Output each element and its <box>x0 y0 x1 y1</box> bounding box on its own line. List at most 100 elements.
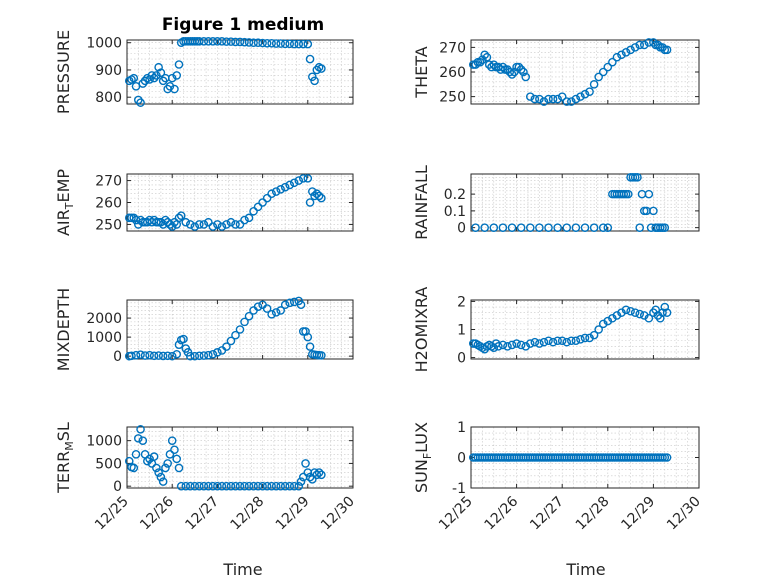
data-point <box>280 39 290 49</box>
data-point <box>589 80 599 89</box>
data-point <box>217 222 227 231</box>
data-point <box>240 215 249 225</box>
data-point <box>271 39 281 48</box>
data-point <box>208 37 218 46</box>
data-point <box>598 223 608 232</box>
data-point <box>303 174 313 183</box>
x-tick-label: 12/27 <box>527 494 567 534</box>
data-point <box>222 342 231 351</box>
data-point <box>519 67 528 77</box>
data-point <box>478 55 487 64</box>
data-point <box>594 72 603 82</box>
data-point <box>156 68 166 77</box>
data-point <box>516 223 526 232</box>
data-point <box>204 217 213 227</box>
data-point <box>235 220 245 229</box>
data-point <box>249 38 258 48</box>
subplot-rainfall: 00.10.2 RAINFALL <box>412 165 700 240</box>
data-point <box>314 468 324 477</box>
data-point <box>271 308 281 317</box>
y-tick-label: 0 <box>113 479 122 495</box>
data-point <box>204 481 213 491</box>
y-axis-label: PRESSURE <box>54 30 73 114</box>
data-point <box>262 193 272 203</box>
data-point <box>603 62 613 72</box>
data-point <box>635 309 645 319</box>
data-point <box>208 349 218 359</box>
x-tick-label: 12/28 <box>573 494 613 534</box>
data-point <box>507 223 517 232</box>
data-point <box>576 335 585 344</box>
data-point <box>562 337 572 347</box>
data-point <box>662 453 672 462</box>
data-point <box>567 97 576 106</box>
data-point <box>195 481 204 491</box>
data-point <box>317 64 326 73</box>
data-point <box>312 189 322 199</box>
data-point <box>149 351 159 361</box>
data-point <box>655 313 665 323</box>
data-point <box>199 351 209 360</box>
data-point <box>530 94 540 104</box>
data-point <box>662 308 672 317</box>
subplot-air-temp: 250 260 270 AIRTEMP <box>54 169 354 236</box>
data-point <box>548 94 558 104</box>
data-point <box>167 436 177 445</box>
data-point <box>176 481 186 491</box>
data-point <box>235 325 245 334</box>
data-point <box>222 220 231 229</box>
data-point <box>489 60 499 69</box>
data-point <box>163 459 172 468</box>
data-point <box>190 351 200 361</box>
data-point <box>185 351 195 361</box>
data-point <box>553 336 562 346</box>
data-point <box>199 220 209 229</box>
data-point <box>301 459 310 468</box>
data-point <box>285 180 295 190</box>
data-point <box>317 193 326 203</box>
data-point <box>639 40 649 50</box>
y-tick-label: 260 <box>439 65 466 81</box>
data-point <box>658 43 667 52</box>
x-tick-label: 12/27 <box>182 494 222 534</box>
axes-frame <box>126 39 354 105</box>
y-axis-label: THETA <box>412 46 431 98</box>
x-tick-label: 12/30 <box>318 494 358 534</box>
data-point <box>608 57 617 67</box>
data-point <box>644 189 654 199</box>
data-point <box>149 452 159 461</box>
data-point <box>179 334 188 344</box>
data-point <box>213 348 222 357</box>
x-tick-label: 12/25 <box>436 494 476 534</box>
data-point <box>271 187 281 196</box>
data-point <box>516 340 526 350</box>
data-point <box>562 223 572 232</box>
data-point <box>158 351 168 361</box>
data-point <box>213 37 222 46</box>
data-point <box>553 94 562 104</box>
data-point <box>217 481 227 491</box>
data-point <box>498 340 508 350</box>
data-point <box>222 481 231 491</box>
data-point <box>635 40 645 50</box>
x-tick-label: 12/29 <box>618 494 658 534</box>
y-tick-label: 1 <box>457 323 466 339</box>
data-point <box>161 215 170 225</box>
data-point <box>258 198 267 207</box>
data-point <box>167 73 177 83</box>
data-point <box>525 92 535 101</box>
data-point <box>174 213 184 223</box>
data-point <box>217 37 227 46</box>
data-point <box>580 89 590 99</box>
y-tick-label: 0 <box>457 221 466 237</box>
data-point <box>138 436 148 445</box>
data-point <box>181 217 191 227</box>
data-point <box>562 97 572 106</box>
data-point <box>131 350 141 360</box>
data-point <box>140 351 150 360</box>
data-point <box>548 337 558 347</box>
y-tick-label: 0.1 <box>444 204 466 220</box>
data-point <box>314 191 324 201</box>
data-point <box>199 37 209 46</box>
y-axis-label: SUNFLUX <box>412 422 434 493</box>
